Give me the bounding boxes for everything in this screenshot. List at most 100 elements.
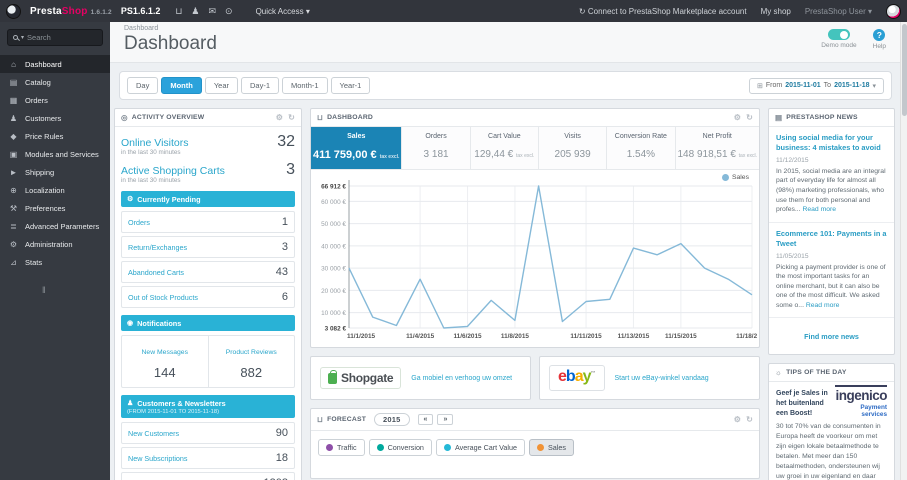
panel-title: PRESTASHOP NEWS: [786, 114, 858, 121]
page-scrollbar[interactable]: [900, 22, 907, 480]
quick-access-menu[interactable]: Quick Access ▾: [255, 6, 310, 16]
sidebar-nav: ⌂ Dashboard ▤ Catalog ▦ Orders ♟ Customers ◆…: [0, 55, 110, 271]
pending-row-abandoned-carts: Abandoned Carts 43: [121, 261, 295, 283]
help-icon[interactable]: ?: [873, 29, 886, 41]
user-icon[interactable]: ♟: [191, 5, 200, 16]
sidebar-item-orders[interactable]: ▦ Orders: [9, 95, 48, 105]
sidebar-collapse-icon[interactable]: ‖: [42, 285, 46, 295]
new-messages-cell: New Messages 144: [141, 349, 188, 380]
read-more-link[interactable]: Read more: [805, 301, 840, 309]
svg-text:11/4/2015: 11/4/2015: [406, 333, 435, 340]
sidebar-item-shipping[interactable]: ► Shipping: [9, 167, 55, 177]
svg-text:11/18/2015: 11/18/2015: [736, 333, 757, 340]
demo-mode-toggle[interactable]: [827, 29, 850, 40]
search-input[interactable]: [27, 33, 97, 42]
ebay-link[interactable]: Start uw eBay-winkel vandaag: [614, 374, 709, 382]
demo-mode-control: Demo mode: [821, 29, 857, 50]
news-article: Ecommerce 101: Payments in a Tweet 11/05…: [769, 223, 894, 319]
active-carts-link[interactable]: Active Shopping Carts: [121, 165, 225, 177]
period-month-button[interactable]: Month: [161, 77, 202, 94]
person-icon: ♟: [127, 400, 134, 407]
sidebar-item-advanced-parameters[interactable]: ≣ Advanced Parameters: [10, 221, 100, 231]
svg-text:3 082 €: 3 082 €: [325, 325, 347, 332]
sidebar-item-localization[interactable]: ⊕ Localization: [10, 185, 65, 195]
forecast-panel: ⊔ FORECAST 2015 « » ⚙ ↻ Traffic Conversi…: [310, 408, 760, 479]
kpi-orders[interactable]: Orders 3 181: [402, 127, 471, 169]
sidebar-item-administration[interactable]: ⚙ Administration: [9, 239, 73, 249]
forecast-prev-button[interactable]: «: [417, 414, 434, 425]
caret-down-icon: ▾: [872, 82, 876, 90]
legend-traffic-chip[interactable]: Traffic: [318, 439, 365, 456]
scrollbar-thumb[interactable]: [902, 24, 907, 116]
ebay-logo[interactable]: ebay™: [549, 365, 605, 391]
user-avatar[interactable]: [886, 3, 901, 19]
legend-average-cart-value-chip[interactable]: Average Cart Value: [435, 439, 525, 456]
sidebar-search[interactable]: ▾: [7, 29, 103, 46]
sidebar-item-customers[interactable]: ♟ Customers: [9, 113, 62, 123]
marketplace-icon: ↻: [578, 6, 586, 16]
user-menu[interactable]: PrestaShop User ▾: [804, 6, 872, 16]
refresh-icon[interactable]: ↻: [746, 113, 753, 122]
pin-icon[interactable]: ⊙: [225, 5, 233, 16]
sidebar-item-dashboard[interactable]: ⌂ Dashboard: [0, 55, 110, 73]
ingenico-logo[interactable]: ingenico Payment services: [835, 385, 887, 419]
article-title-link[interactable]: Using social media for your business: 4 …: [776, 133, 881, 152]
bell-icon: ◉: [127, 320, 134, 327]
breadcrumb[interactable]: Dashboard: [124, 25, 159, 32]
notifications-grid: New Messages 144 Product Reviews 882: [121, 335, 295, 388]
sidebar-item-preferences[interactable]: ⚒ Preferences: [9, 203, 66, 213]
gear-icon[interactable]: ⚙: [733, 113, 742, 122]
forecast-legend: Traffic Conversion Average Cart Value Sa…: [311, 431, 759, 478]
date-range-picker[interactable]: ⊞ From 2015-11-01 To 2015-11-18 ▾: [749, 77, 884, 94]
sidebar-item-catalog[interactable]: ▤ Catalog: [9, 77, 51, 87]
marketplace-link[interactable]: ↻ Connect to PrestaShop Marketplace acco…: [578, 6, 747, 16]
kpi-cart-value[interactable]: Cart Value 129,44 € tax excl.: [470, 127, 539, 169]
refresh-icon[interactable]: ↻: [746, 415, 753, 424]
find-more-news-link[interactable]: Find more news: [804, 332, 859, 342]
gear-icon[interactable]: ⚙: [733, 415, 742, 424]
svg-text:30 000 €: 30 000 €: [321, 266, 346, 273]
period-month-1-button[interactable]: Month-1: [282, 77, 328, 94]
refresh-icon[interactable]: ↻: [288, 113, 295, 122]
legend-conversion-chip[interactable]: Conversion: [368, 439, 432, 456]
ps-version: PS1.6.1.2: [120, 6, 161, 16]
news-article: Using social media for your business: 4 …: [769, 127, 894, 223]
read-more-link[interactable]: Read more: [802, 206, 837, 214]
shopgate-link[interactable]: Ga mobiel en verhoog uw omzet: [411, 374, 513, 382]
chart-legend-sales[interactable]: Sales: [721, 174, 749, 181]
sidebar: ▾ ⌂Dashboard ▤Catalog ▦Orders ♟Customers…: [0, 22, 110, 480]
kpi-conversion-rate[interactable]: Conversion Rate 1.54%: [607, 127, 676, 169]
forecast-next-button[interactable]: »: [437, 414, 454, 425]
sales-chart: Sales 3 082 € 10 000 € 20 000 € 30 000 € 40 …: [311, 170, 768, 347]
cart-icon: ⊔: [317, 415, 324, 424]
sidebar-item-modules[interactable]: ▣ Modules and Services: [9, 149, 99, 159]
svg-text:50 000 €: 50 000 €: [321, 221, 346, 228]
kpi-sales[interactable]: Sales 411 759,00 € tax excl.: [311, 127, 403, 169]
online-visitors-link[interactable]: Online Visitors: [121, 137, 189, 149]
tip-body: 30 tot 70% van de consumenten in Europa …: [776, 423, 881, 480]
gear-icon[interactable]: ⚙: [275, 113, 284, 122]
period-year-1-button[interactable]: Year-1: [330, 77, 371, 94]
cart-icon[interactable]: ⊔: [175, 5, 183, 16]
lightbulb-icon: ☼: [775, 368, 783, 378]
sidebar-item-stats[interactable]: ⊿ Stats: [10, 257, 43, 267]
gear-icon: ⚙: [9, 239, 18, 249]
period-day-button[interactable]: Day: [127, 77, 159, 94]
shopgate-logo[interactable]: Shopgate: [320, 367, 402, 389]
filter-bar: Day Month Year Day-1 Month-1 Year-1 ⊞ Fr…: [119, 71, 892, 100]
stats-icon: ⊿: [10, 257, 17, 267]
svg-text:11/8/2015: 11/8/2015: [501, 333, 530, 340]
forecast-year[interactable]: 2015: [374, 413, 410, 426]
svg-text:11/15/2015: 11/15/2015: [665, 333, 697, 340]
article-title-link[interactable]: Ecommerce 101: Payments in a Tweet: [776, 228, 887, 248]
legend-sales-chip[interactable]: Sales: [529, 439, 574, 456]
kpi-visits[interactable]: Visits 205 939: [538, 127, 608, 169]
activity-overview-panel: ◎ ACTIVITY OVERVIEW ⚙ ↻ Online Visitors …: [114, 108, 302, 480]
envelope-icon[interactable]: ✉: [208, 5, 217, 16]
kpi-net-profit[interactable]: Net Profit 148 918,51 € tax excl.: [675, 127, 760, 169]
period-year-button[interactable]: Year: [204, 77, 238, 94]
my-shop-link[interactable]: My shop: [760, 6, 791, 16]
period-day-1-button[interactable]: Day-1: [241, 77, 280, 94]
sidebar-item-price-rules[interactable]: ◆ Price Rules: [10, 131, 64, 141]
